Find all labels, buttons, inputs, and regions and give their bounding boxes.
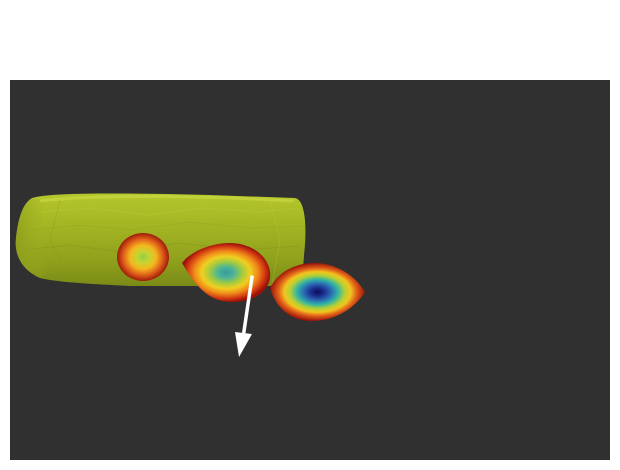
heat-spot-3 [270,263,365,321]
heat-spot-1 [117,233,169,281]
3d-render-viewport[interactable] [10,80,610,460]
heat-spot-2 [182,243,271,302]
direction-arrow-icon [235,275,254,357]
scene-canvas [15,193,365,357]
